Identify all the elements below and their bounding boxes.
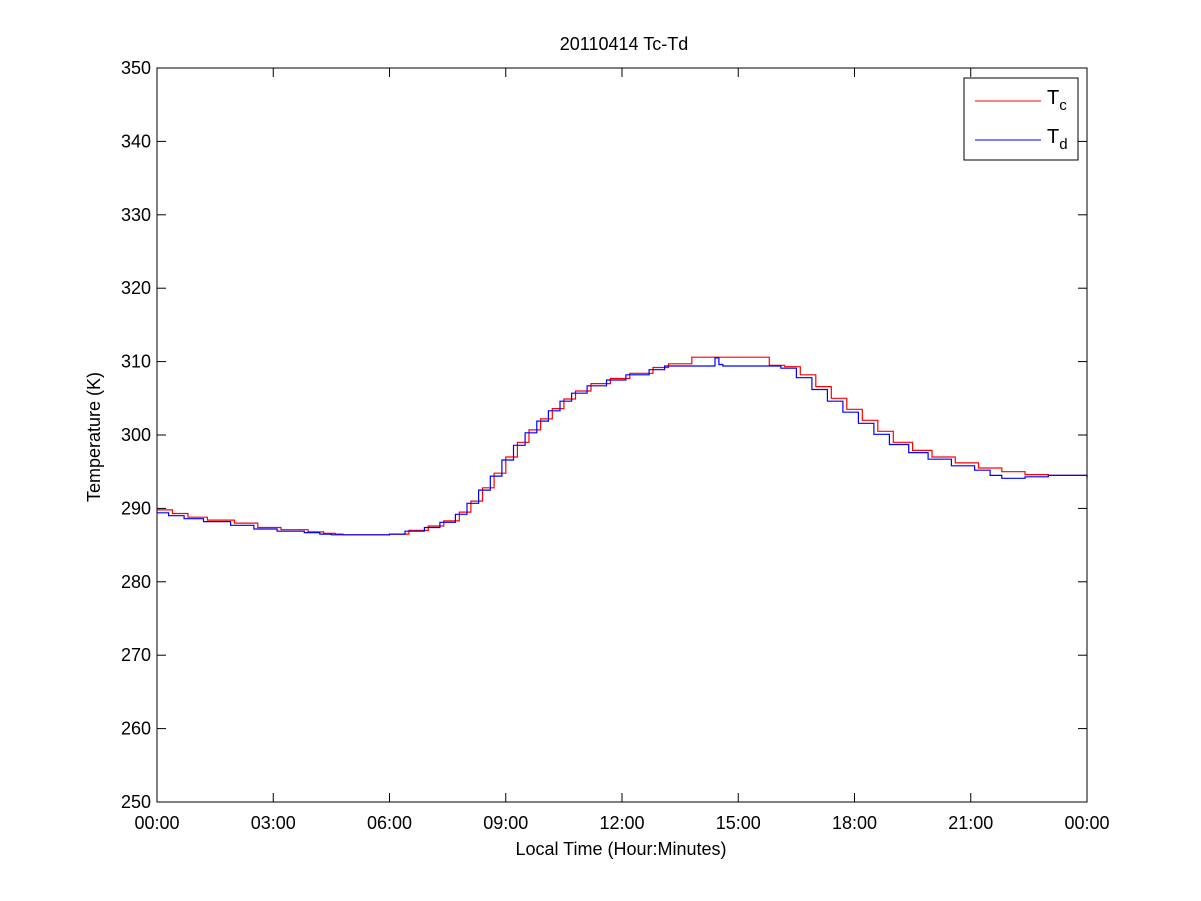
x-tick-label: 00:00 — [134, 813, 179, 833]
y-tick-label: 300 — [121, 425, 151, 445]
x-tick-label: 12:00 — [599, 813, 644, 833]
legend-label-tc: Tc — [1047, 87, 1067, 114]
axis-ticks: 00:00 03:00 06:00 09:00 12:00 15:00 18:00 21:00… — [121, 58, 1110, 833]
y-tick-label: 320 — [121, 278, 151, 298]
y-tick-label: 270 — [121, 645, 151, 665]
series-line-td — [157, 357, 1088, 536]
y-tick-label: 290 — [121, 498, 151, 518]
legend-box — [963, 77, 1079, 161]
x-tick-label: 06:00 — [367, 813, 412, 833]
y-tick-label: 340 — [121, 131, 151, 151]
y-tick-label: 250 — [121, 792, 151, 812]
legend: Tc Td — [963, 77, 1079, 161]
y-tick-label: 280 — [121, 572, 151, 592]
x-tick-label: 18:00 — [832, 813, 877, 833]
plot-area — [157, 356, 1088, 536]
x-tick-label: 21:00 — [948, 813, 993, 833]
series-line-tc — [157, 356, 1088, 536]
x-tick-label: 00:00 — [1064, 813, 1109, 833]
x-axis-title: Local Time (Hour:Minutes) — [515, 839, 726, 859]
y-tick-label: 260 — [121, 719, 151, 739]
x-tick-label: 15:00 — [716, 813, 761, 833]
y-tick-label: 310 — [121, 352, 151, 372]
legend-label-td: Td — [1047, 126, 1068, 153]
x-tick-label: 03:00 — [251, 813, 296, 833]
y-axis-title: Temperature (K) — [84, 372, 104, 502]
chart-title: 20110414 Tc-Td — [560, 34, 688, 54]
y-tick-label: 350 — [121, 58, 151, 78]
x-tick-label: 09:00 — [483, 813, 528, 833]
y-tick-label: 330 — [121, 205, 151, 225]
